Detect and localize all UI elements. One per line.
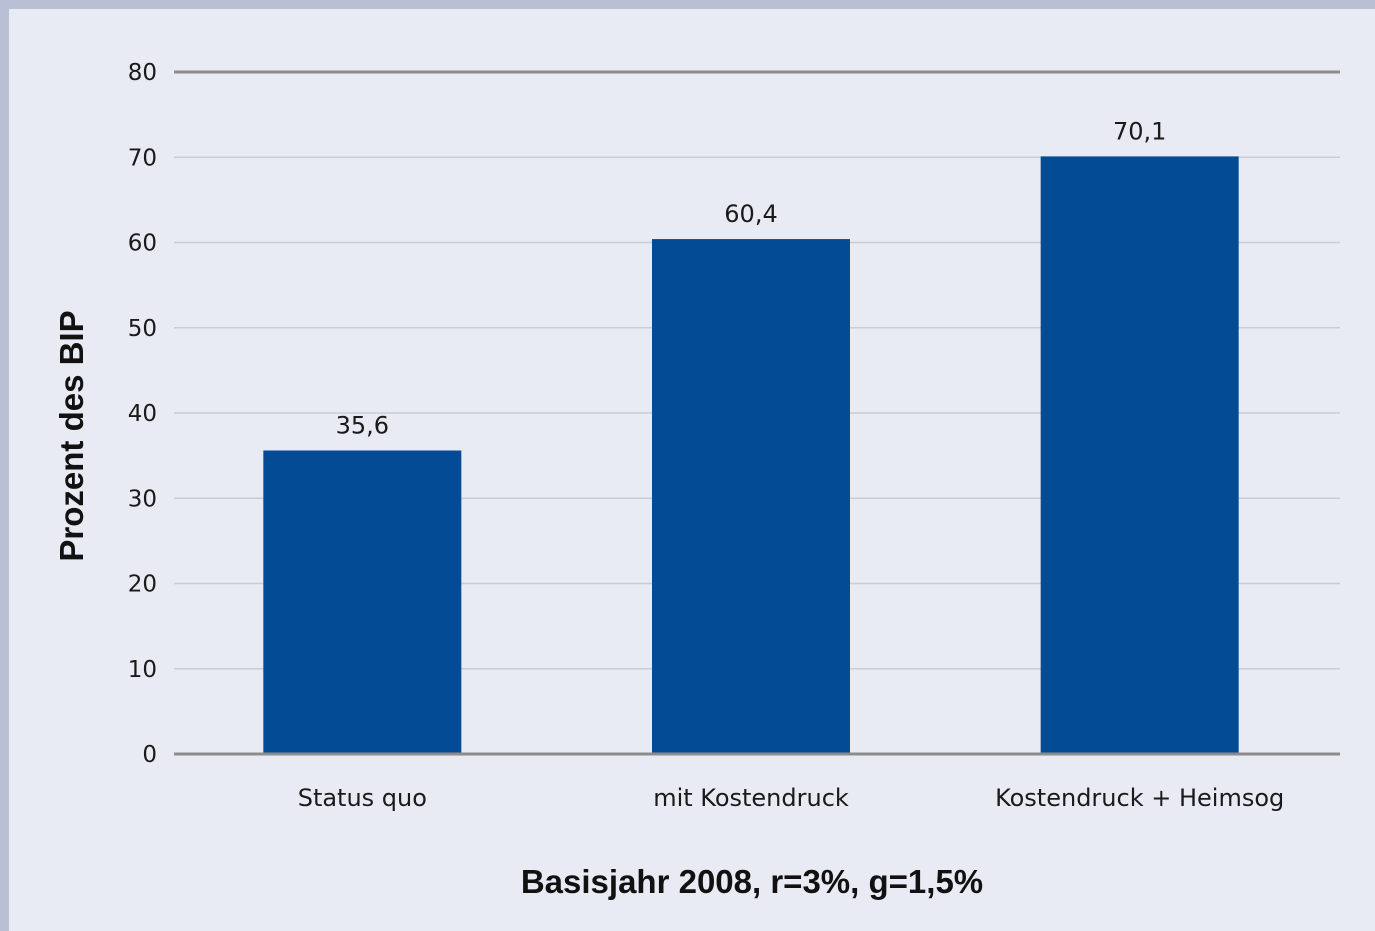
y-tick-label: 30 [128,486,157,512]
y-tick-label: 0 [142,742,157,768]
x-tick-label: Status quo [298,784,427,812]
bar [1040,156,1239,754]
y-tick-label: 60 [128,231,157,257]
y-tick-labels: 0 10 20 30 40 50 60 70 80 [128,60,157,768]
bar-value-label: 60,4 [724,200,777,228]
x-tick-label: Kostendruck + Heimsog [995,784,1284,812]
y-axis-title: Prozent des BIP [53,310,90,561]
category-labels: Status quo mit Kostendruck Kostendruck + H… [298,784,1285,812]
bars [263,156,1239,755]
y-tick-label: 10 [128,657,157,683]
y-tick-label: 80 [128,60,157,86]
bar [652,239,850,755]
x-tick-label: mit Kostendruck [653,784,849,812]
axes [174,70,1340,756]
bar-value-label: 35,6 [336,412,389,440]
bar [263,450,462,754]
y-tick-label: 50 [128,316,157,342]
data-labels: 35,6 60,4 70,1 [336,117,1167,439]
y-tick-label: 70 [128,145,157,171]
bar-value-label: 70,1 [1113,117,1166,145]
y-tick-label: 20 [128,572,157,598]
x-axis-title: Basisjahr 2008, r=3%, g=1,5% [521,863,983,900]
y-tick-label: 40 [128,401,157,427]
